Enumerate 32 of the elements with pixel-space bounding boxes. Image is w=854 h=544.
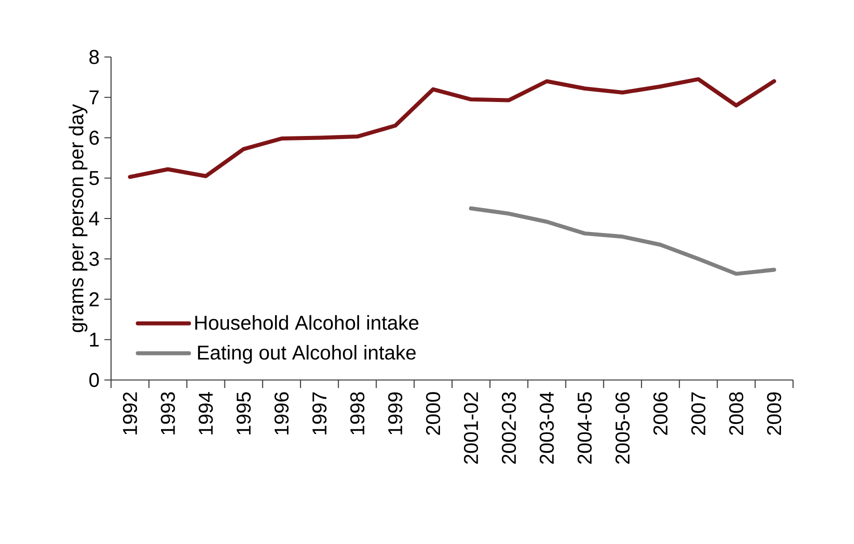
x-tick-label: 2003-04 bbox=[540, 392, 554, 464]
x-tick-label: 2008 bbox=[729, 392, 744, 435]
y-tick-label: 0 bbox=[89, 372, 99, 388]
y-tick-label: 2 bbox=[90, 292, 99, 306]
x-tick-label: 1999 bbox=[388, 392, 402, 434]
y-tick-label: 6 bbox=[90, 130, 99, 145]
x-tick-label: 2009 bbox=[767, 392, 782, 435]
x-tick-label: 1996 bbox=[274, 392, 289, 434]
y-tick-label: 5 bbox=[89, 171, 99, 186]
y-tick-label: 1 bbox=[90, 332, 99, 347]
x-tick-label: 1993 bbox=[160, 392, 175, 434]
y-tick-label: 4 bbox=[89, 212, 100, 226]
x-tick-label: 1998 bbox=[350, 392, 364, 434]
x-tick-label: 1995 bbox=[236, 392, 251, 434]
x-tick-label: 2006 bbox=[653, 392, 668, 435]
x-tick-label: 1994 bbox=[198, 392, 213, 434]
x-tick-label: 2005-06 bbox=[615, 392, 630, 464]
x-tick-label: 2000 bbox=[426, 392, 440, 435]
x-tick-label: 2007 bbox=[691, 392, 706, 435]
x-tick-label: 2002-03 bbox=[502, 392, 516, 464]
y-tick-label: 7 bbox=[90, 90, 99, 104]
y-tick-label: 3 bbox=[89, 252, 99, 266]
y-tick-label: 8 bbox=[89, 50, 99, 64]
legend-label: Household Alcohol intake bbox=[195, 315, 418, 330]
x-tick-label: 2004-05 bbox=[578, 392, 592, 464]
x-tick-label: 1992 bbox=[122, 392, 138, 434]
legend-label: Eating out Alcohol intake bbox=[198, 344, 416, 364]
x-tick-label: 1997 bbox=[312, 392, 327, 434]
line-series bbox=[469, 206, 776, 276]
line-series bbox=[128, 77, 776, 179]
y-axis-title: grams per person per day bbox=[68, 104, 88, 332]
x-tick-label: 2001-02 bbox=[464, 392, 478, 464]
